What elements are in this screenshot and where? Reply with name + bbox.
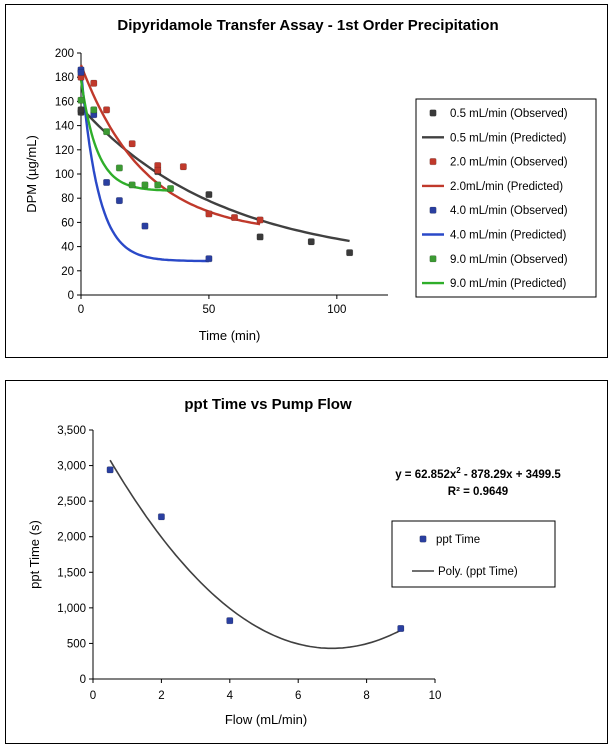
data-point-4-0-ml-min-observed [115,197,123,205]
data-point-9-0-ml-min-observed [154,181,162,189]
data-point-2-0-ml-min-observed [103,106,111,114]
data-point-4-0-ml-min-observed [103,178,111,186]
data-point-9-0-ml-min-observed [128,181,136,189]
x-axis-label: Flow (mL/min) [225,712,307,727]
data-point-4-0-ml-min-observed [205,255,213,263]
chart-title: ppt Time vs Pump Flow [184,396,352,413]
legend-label: Poly. (ppt Time) [438,566,518,578]
x-tick-label: 0 [90,690,96,702]
legend-box [415,98,597,298]
data-point-2-0-ml-min-observed [256,216,264,224]
data-point-0-5-ml-min-observed [346,249,354,257]
y-tick-label: 160 [55,96,74,108]
equation-part: - 878.29x + 3499.5 [461,469,562,481]
legend-label: 2.0 mL/min (Observed) [450,157,568,169]
y-tick-label: 0 [68,290,74,302]
equation-exponent: 2 [456,466,461,475]
chart-panel-transfer-assay: Dipyridamole Transfer Assay - 1st Order … [5,4,608,358]
x-tick-label: 6 [295,690,301,702]
series-line-0-5-ml-min-predicted [80,106,350,243]
data-point-9-0-ml-min-observed [115,164,123,172]
data-point-9-0-ml-min-observed [90,106,98,114]
data-point-ppt-time [106,466,114,474]
x-tick-label: 2 [158,690,164,702]
x-tick-label: 100 [327,304,346,316]
transfer-assay-chart: Dipyridamole Transfer Assay - 1st Order … [24,17,597,343]
y-tick-label: 40 [61,242,74,254]
y-tick-label: 120 [55,145,74,157]
data-point-2-0-ml-min-observed [231,214,239,222]
data-point-2-0-ml-min-observed [90,79,98,87]
equation-part: y = 62.852x [395,469,457,481]
y-tick-label: 3,500 [57,425,86,437]
series-line-9-0-ml-min-predicted [79,79,171,192]
data-point-2-0-ml-min-observed [154,166,162,174]
legend-label: 2.0mL/min (Predicted) [450,181,563,193]
data-point-2-0-ml-min-observed [179,163,187,171]
legend-marker [419,535,427,543]
series-line-2-0ml-min-predicted [79,64,261,226]
chart-title: Dipyridamole Transfer Assay - 1st Order … [117,17,498,34]
data-point-2-0-ml-min-observed [128,140,136,148]
legend-marker [429,255,437,263]
y-tick-label: 500 [67,638,86,650]
y-tick-label: 3,000 [57,461,86,473]
trendline-poly-ppt-time [109,459,402,650]
y-tick-label: 1,500 [57,567,86,579]
y-tick-label: 200 [55,48,74,60]
data-point-9-0-ml-min-observed [77,96,85,104]
data-point-4-0-ml-min-observed [141,222,149,230]
x-tick-label: 50 [203,304,216,316]
y-axis-label: DPM (µg/mL) [24,135,39,213]
legend-label: 9.0 mL/min (Predicted) [450,278,566,290]
legend-marker [429,206,437,214]
y-tick-label: 0 [80,674,86,686]
data-point-9-0-ml-min-observed [103,128,111,136]
y-tick-label: 1,000 [57,603,86,615]
data-point-0-5-ml-min-observed [307,238,315,246]
data-point-ppt-time [226,617,234,625]
legend-label: 4.0 mL/min (Observed) [450,205,568,217]
x-tick-label: 10 [429,690,442,702]
ppt-time-chart: ppt Time vs Pump Flow 0 500 1,000 1,500 2,000… [27,396,561,727]
y-tick-label: 80 [61,193,74,205]
x-tick-label: 8 [363,690,369,702]
x-axis-label: Time (min) [199,328,261,343]
x-tick-label: 0 [78,304,84,316]
data-point-0-5-ml-min-observed [256,233,264,241]
legend-marker [429,109,437,117]
legend-label: 9.0 mL/min (Observed) [450,254,568,266]
y-tick-label: 140 [55,121,74,133]
data-point-2-0-ml-min-observed [205,210,213,218]
y-axis-label: ppt Time (s) [27,520,42,589]
y-tick-label: 60 [61,217,74,229]
data-point-9-0-ml-min-observed [167,185,175,193]
legend-label: 0.5 mL/min (Observed) [450,108,568,120]
series-line-4-0-ml-min-predicted [79,69,209,263]
data-point-9-0-ml-min-observed [141,181,149,189]
y-tick-label: 2,000 [57,532,86,544]
data-point-ppt-time [397,624,405,632]
x-tick-label: 4 [227,690,234,702]
trendline-equation: y = 62.852x2 - 878.29x + 3499.5 [395,466,561,481]
chart-panel-ppt-time: ppt Time vs Pump Flow 0 500 1,000 1,500 2,000… [5,380,608,744]
y-tick-label: 100 [55,169,74,181]
data-point-4-0-ml-min-observed [77,68,85,76]
y-tick-label: 2,500 [57,496,86,508]
legend-marker [429,158,437,166]
y-tick-label: 180 [55,72,74,84]
legend-box [391,520,556,588]
y-tick-label: 20 [61,266,74,278]
legend-label: 4.0 mL/min (Predicted) [450,230,566,242]
data-point-0-5-ml-min-observed [205,191,213,199]
data-point-ppt-time [157,513,165,521]
legend-label: 0.5 mL/min (Predicted) [450,132,566,144]
legend-label: ppt Time [436,534,480,546]
r-squared-label: R² = 0.9649 [448,486,508,498]
data-point-0-5-ml-min-observed [77,106,85,114]
